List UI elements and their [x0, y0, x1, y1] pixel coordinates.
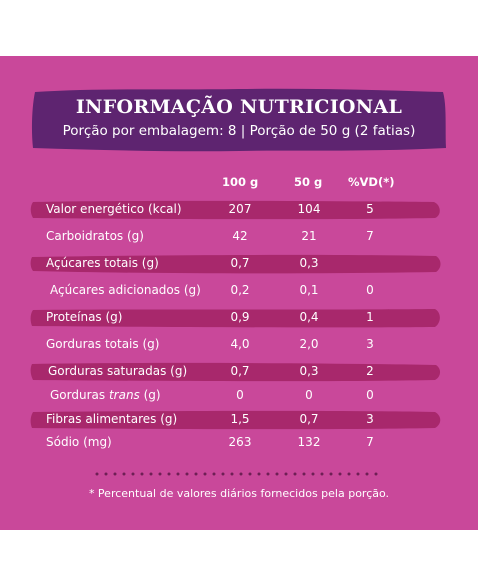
title-banner: INFORMAÇÃO NUTRICIONAL Porção por embala… [29, 86, 449, 154]
nutrient-name: Fibras alimentares (g) [46, 412, 178, 426]
value-50g: 0,7 [299, 412, 319, 426]
value-vd: 7 [366, 435, 374, 449]
column-header-vd: %VD(*) [348, 175, 395, 189]
value-100g: 263 [228, 435, 252, 449]
value-vd: 3 [366, 337, 374, 351]
table-row: Gorduras saturadas (g) 0,7 0,3 2 [0, 361, 478, 383]
table-row: Carboidratos (g) 42 21 7 [0, 226, 478, 248]
column-header-50g: 50 g [294, 175, 323, 189]
row-stripe [30, 254, 441, 274]
table-row: Sódio (mg) 263 132 7 [0, 432, 478, 454]
value-100g: 0,2 [230, 283, 250, 297]
table-row: Proteínas (g) 0,9 0,4 1 [0, 307, 478, 329]
value-100g: 0,9 [230, 310, 250, 324]
nutrient-name: Gorduras trans (g) [50, 388, 161, 402]
value-50g: 0 [305, 388, 313, 402]
value-vd: 7 [366, 229, 374, 243]
value-50g: 132 [297, 435, 321, 449]
value-50g: 21 [301, 229, 317, 243]
nutrient-name: Carboidratos (g) [46, 229, 144, 243]
value-100g: 0 [236, 388, 244, 402]
nutrient-name: Proteínas (g) [46, 310, 123, 324]
value-50g: 2,0 [299, 337, 319, 351]
value-vd: 0 [366, 283, 374, 297]
table-row: Açúcares totais (g) 0,7 0,3 [0, 253, 478, 275]
value-50g: 0,3 [299, 256, 319, 270]
nutrient-name: Sódio (mg) [46, 435, 112, 449]
row-stripe [30, 200, 440, 220]
portion-subtitle: Porção por embalagem: 8 | Porção de 50 g… [62, 123, 416, 139]
column-header-100g: 100 g [222, 175, 259, 189]
row-stripe [30, 410, 441, 430]
value-50g: 0,4 [299, 310, 319, 324]
nutrient-name: Açúcares adicionados (g) [50, 283, 201, 297]
value-vd: 3 [366, 412, 374, 426]
nutrient-name: Valor energético (kcal) [46, 202, 182, 216]
value-vd: 0 [366, 388, 374, 402]
value-100g: 1,5 [230, 412, 250, 426]
value-50g: 104 [297, 202, 321, 216]
nutrient-name-suffix: (g) [139, 388, 161, 402]
banner-shape [31, 88, 447, 152]
row-stripe [30, 362, 441, 382]
value-100g: 4,0 [230, 337, 250, 351]
value-vd: 5 [366, 202, 374, 216]
table-row: Valor energético (kcal) 207 104 5 [0, 199, 478, 221]
value-50g: 0,1 [299, 283, 319, 297]
value-vd: 1 [366, 310, 374, 324]
footnote: * Percentual de valores diários fornecid… [88, 487, 390, 500]
nutrition-panel: INFORMAÇÃO NUTRICIONAL Porção por embala… [0, 56, 478, 530]
table-row: Fibras alimentares (g) 1,5 0,7 3 [0, 409, 478, 431]
nutrient-name: Gorduras saturadas (g) [48, 364, 188, 378]
table-row: Gorduras trans (g) 0 0 0 [0, 385, 478, 407]
dotted-divider [95, 472, 385, 476]
table-title: INFORMAÇÃO NUTRICIONAL [75, 96, 403, 118]
value-100g: 207 [228, 202, 252, 216]
table-row: Gorduras totais (g) 4,0 2,0 3 [0, 334, 478, 356]
nutrient-name: Açúcares totais (g) [46, 256, 159, 270]
nutrient-name-italic: trans [108, 388, 140, 402]
table-row: Açúcares adicionados (g) 0,2 0,1 0 [0, 280, 478, 302]
value-vd: 2 [366, 364, 374, 378]
value-100g: 42 [232, 229, 248, 243]
value-100g: 0,7 [230, 364, 250, 378]
row-stripe [30, 309, 440, 328]
value-50g: 0,3 [299, 364, 319, 378]
nutrient-name-prefix: Gorduras [50, 388, 109, 402]
value-100g: 0,7 [230, 256, 250, 270]
nutrient-name: Gorduras totais (g) [46, 337, 160, 351]
